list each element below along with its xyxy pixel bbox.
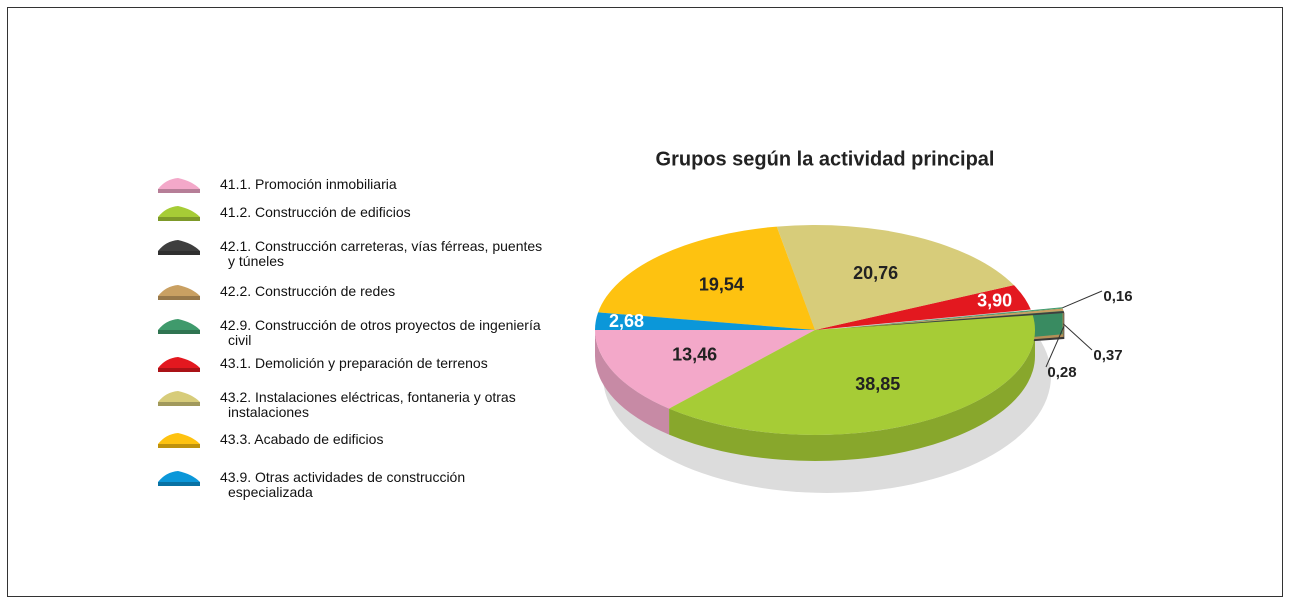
data-label: 19,54: [699, 274, 744, 294]
data-label: 2,68: [609, 311, 644, 331]
legend-swatch: [158, 285, 200, 296]
legend-swatch: [158, 391, 200, 402]
legend-swatch: [158, 433, 200, 444]
legend-label: 41.1. Promoción inmobiliaria: [220, 176, 397, 192]
legend-swatch-side: [158, 217, 200, 221]
legend-swatch: [158, 319, 200, 330]
slice: [595, 330, 815, 409]
legend-swatch: [158, 357, 200, 368]
legend-swatch: [158, 240, 200, 251]
legend-label: 43.3. Acabado de edificios: [220, 431, 384, 447]
slice: [846, 311, 1065, 329]
leader-line: [1062, 323, 1093, 351]
legend-swatch-side: [158, 189, 200, 193]
legend-swatch: [158, 471, 200, 482]
slice-side: [669, 330, 1035, 461]
slice-side: [595, 330, 670, 435]
tops: [595, 225, 1065, 435]
slice: [846, 307, 1063, 328]
data-label: 13,46: [672, 345, 717, 365]
legend-label: 42.9. Construcción de otros proyectos de…: [220, 317, 541, 348]
legend-swatch-side: [158, 402, 200, 406]
legend-swatch-side: [158, 251, 200, 255]
slice: [595, 312, 815, 330]
legend-swatch-side: [158, 444, 200, 448]
data-label: 3,90: [977, 290, 1012, 310]
slice: [669, 314, 1035, 435]
data-label: 0,37: [1093, 347, 1122, 364]
frame: [7, 7, 1283, 597]
data-label: 0,16: [1103, 288, 1132, 305]
legend-swatch-side: [158, 482, 200, 486]
legend-label: 42.1. Construcción carreteras, vías férr…: [220, 238, 543, 269]
legend-label: 43.2. Instalaciones eléctricas, fontaner…: [220, 389, 516, 420]
data-label: 38,85: [855, 374, 900, 394]
data-label: 20,76: [853, 263, 898, 283]
chart-title: Grupos según la actividad principal: [656, 148, 995, 170]
legend-label: 41.2. Construcción de edificios: [220, 204, 411, 220]
legend-label: 43.9. Otras actividades de construcción …: [220, 469, 466, 500]
legend-swatch-side: [158, 368, 200, 372]
slice: [815, 285, 1031, 330]
slice: [776, 225, 1014, 330]
legend-label: 42.2. Construcción de redes: [220, 283, 396, 299]
legend-swatch: [158, 178, 200, 189]
leader-line: [1045, 325, 1065, 368]
data-label: 0,28: [1047, 364, 1076, 381]
legend-swatch-side: [158, 330, 200, 334]
legend-swatch-side: [158, 296, 200, 300]
slice: [598, 226, 815, 330]
leader-line: [1062, 290, 1103, 309]
slice: [846, 308, 1064, 328]
legend-label: 43.1. Demolición y preparación de terren…: [220, 355, 488, 371]
legend-swatch: [158, 206, 200, 217]
